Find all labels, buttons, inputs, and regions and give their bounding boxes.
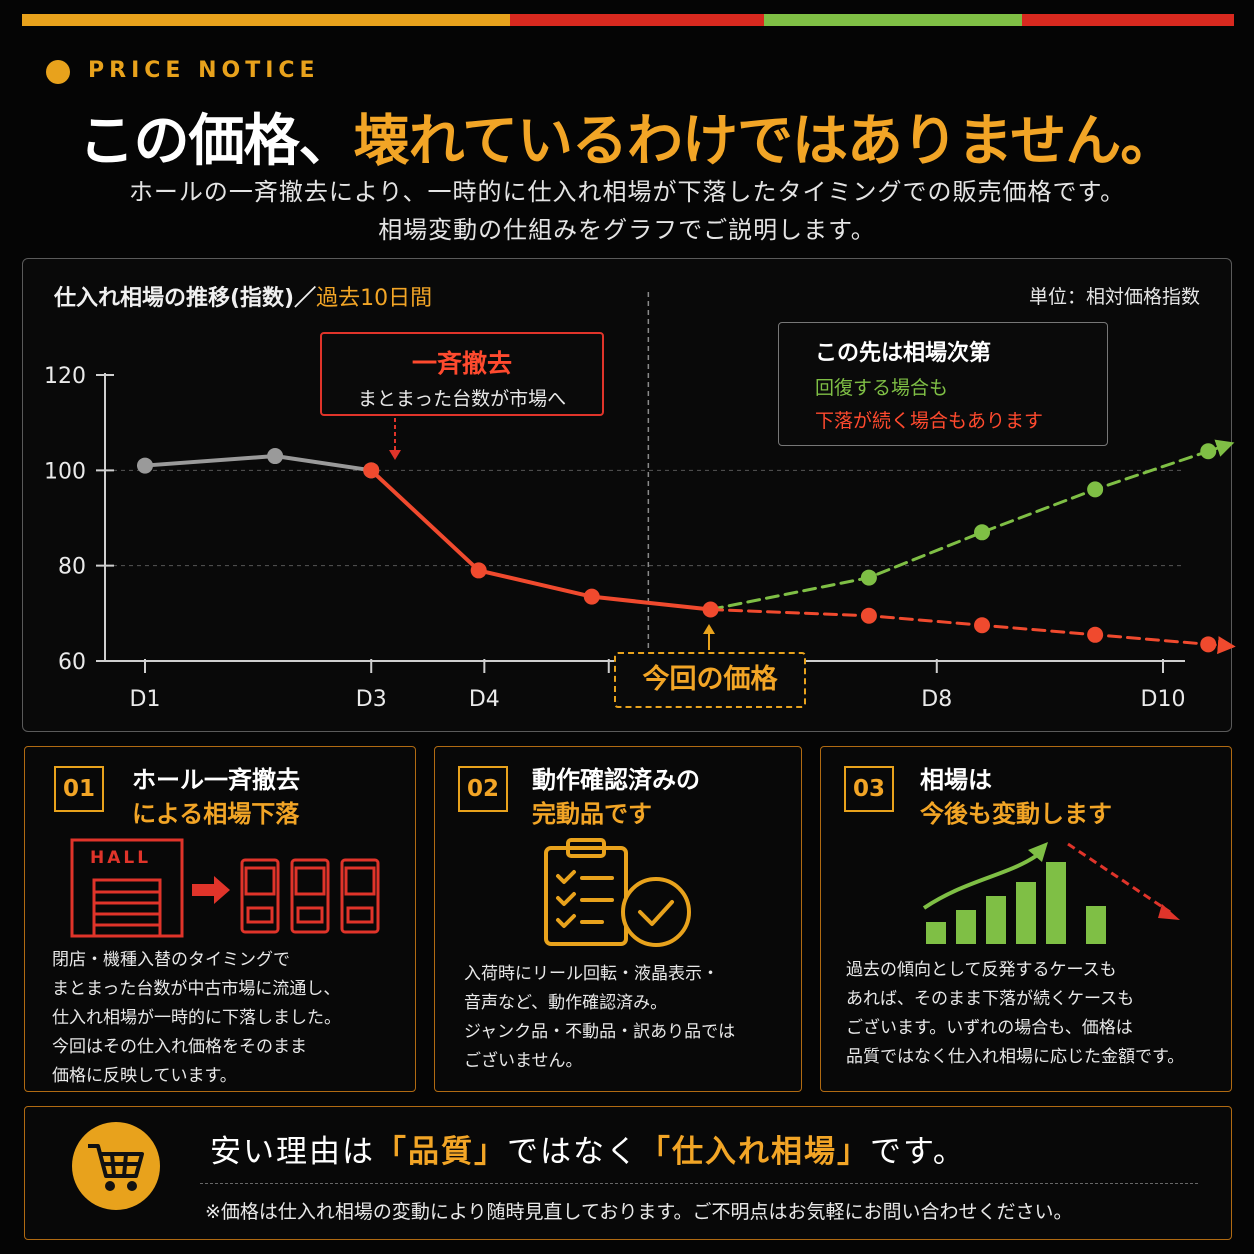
card-02-body: 入荷時にリール回転・液晶表示・ 音声など、動作確認済み。 ジャンク品・不動品・訳… xyxy=(464,960,735,1076)
card-03-body-line: 過去の傾向として反発するケースも xyxy=(846,960,1117,980)
card-03-title-1: 相場は xyxy=(920,766,992,794)
card-02-body-line: ジャンク品・不動品・訳あり品では xyxy=(464,1022,736,1042)
card-03-number: 03 xyxy=(844,766,894,812)
card-02-body-line: 入荷時にリール回転・液晶表示・ xyxy=(464,964,719,984)
card-01-body-line: 仕入れ相場が一時的に下落しました。 xyxy=(52,1008,341,1028)
card-01-body-line: 価格に反映しています。 xyxy=(52,1066,237,1086)
data-point-recovery xyxy=(1087,481,1104,498)
data-point-decline xyxy=(860,607,877,624)
current-price-label: 今回の価格 xyxy=(614,652,806,708)
hall-to-machines-icon xyxy=(70,838,380,938)
subheadline-2: 相場変動の仕組みをグラフでご説明します。 xyxy=(378,216,876,244)
bottom-message: 安い理由は「品質」ではなく「仕入れ相場」です。 xyxy=(210,1126,966,1171)
series-line-drop xyxy=(369,468,713,612)
hall-icon-label: HALL xyxy=(90,848,152,868)
subheadline-1: ホールの一斉撤去により、一時的に仕入れ相場が下落したタイミングでの販売価格です。 xyxy=(128,178,1126,206)
card-03-body-line: あれば、そのまま下落が続くケースも xyxy=(846,989,1135,1009)
bottom-note: ※価格は仕入れ相場の変動により随時見直しております。ご不明点はお気軽にお問い合わ… xyxy=(205,1201,1073,1223)
data-point-recovery xyxy=(860,569,877,586)
bottom-divider xyxy=(200,1183,1198,1184)
chart-title: 仕入れ相場の推移(指数)／過去10日間 xyxy=(54,280,432,312)
bottom-pre: 安い理由は xyxy=(210,1134,375,1170)
card-01-body: 閉店・機種入替のタイミングで まとまった台数が中古市場に流通し、 仕入れ相場が一… xyxy=(52,946,341,1091)
data-point-decline xyxy=(974,617,991,634)
x-tick-label: D10 xyxy=(1141,687,1186,712)
card-02-body-line: ございません。 xyxy=(464,1051,583,1071)
data-point-past xyxy=(137,457,153,474)
chart-unit: 単位：相対価格指数 xyxy=(1028,286,1200,308)
notice-dot xyxy=(46,60,70,84)
card-01 xyxy=(24,746,416,1092)
bottom-mid: ではなく xyxy=(507,1134,639,1170)
market-fluctuation-icon xyxy=(922,842,1180,944)
current-pointer-head xyxy=(703,624,715,634)
y-tick-label: 60 xyxy=(58,650,86,675)
data-point-drop xyxy=(702,601,719,618)
notice-label: PRICE NOTICE xyxy=(88,58,320,83)
series-line-recovery xyxy=(709,439,1235,612)
data-point-recovery xyxy=(974,524,991,541)
headline: この価格、壊れているわけではありません。 xyxy=(20,96,1234,177)
card-02-body-line: 音声など、動作確認済み。 xyxy=(464,993,668,1013)
headline-orange: 壊れているわけではありません。 xyxy=(353,109,1177,174)
x-tick-label: D3 xyxy=(356,687,387,712)
removal-callout: 一斉撤去 まとまった台数が市場へ xyxy=(320,332,604,416)
y-tick-label: 100 xyxy=(44,459,86,484)
bottom-market: 「仕入れ相場」 xyxy=(639,1134,870,1170)
clipboard-check-icon xyxy=(544,838,691,947)
data-point-drop xyxy=(583,588,600,605)
removal-callout-text: まとまった台数が市場へ xyxy=(357,388,567,410)
bottom-quality: 「品質」 xyxy=(375,1134,507,1170)
future-callout-down: 下落が続く場合もあります xyxy=(815,410,1044,432)
shopping-cart-icon xyxy=(88,1144,144,1191)
data-point-drop xyxy=(363,462,380,479)
card-01-body-line: 閉店・機種入替のタイミングで xyxy=(52,950,290,970)
card-02-title-1: 動作確認済みの xyxy=(532,766,700,794)
x-tick-label: D8 xyxy=(921,687,952,712)
data-point-drop xyxy=(470,562,487,579)
card-01-title-1: ホール一斉撤去 xyxy=(132,766,300,794)
card-01-body-line: 今回はその仕入れ価格をそのまま xyxy=(52,1037,307,1057)
data-point-decline xyxy=(1087,626,1104,643)
data-point-past xyxy=(267,448,284,465)
card-02-title-2: 完動品です xyxy=(532,800,652,828)
card-02 xyxy=(434,746,802,1092)
removal-pointer-head xyxy=(389,450,401,460)
card-01-number: 01 xyxy=(54,766,104,812)
series-line-past xyxy=(143,454,374,473)
series-line-decline xyxy=(709,608,1236,655)
bottom-banner xyxy=(24,1106,1232,1240)
y-tick-label: 120 xyxy=(44,364,86,389)
data-point-decline xyxy=(1200,636,1217,653)
x-tick-label: D1 xyxy=(130,687,161,712)
card-03-body-line: ございます。いずれの場合も、価格は xyxy=(846,1018,1133,1038)
card-02-number: 02 xyxy=(458,766,508,812)
removal-callout-title: 一斉撤去 xyxy=(411,349,512,378)
y-tick-label: 80 xyxy=(58,555,86,580)
card-03-body-line: 品質ではなく仕入れ相場に応じた金額です。 xyxy=(846,1047,1185,1067)
future-callout-up: 回復する場合も xyxy=(815,377,949,399)
data-point-recovery xyxy=(1200,443,1217,460)
top-color-strip xyxy=(22,14,1234,26)
x-tick-label: D4 xyxy=(469,687,500,712)
bottom-post: です。 xyxy=(870,1134,966,1170)
chart-title-main: 仕入れ相場の推移(指数)／ xyxy=(54,286,317,311)
headline-white: この価格、 xyxy=(78,109,355,174)
future-callout-title: この先は相場次第 xyxy=(815,341,992,366)
card-01-title-2: による相場下落 xyxy=(132,800,300,828)
card-03-title-2: 今後も変動します xyxy=(920,800,1112,828)
future-callout: この先は相場次第 回復する場合も 下落が続く場合もあります xyxy=(778,322,1108,446)
card-01-body-line: まとまった台数が中古市場に流通し、 xyxy=(52,979,341,999)
card-03-body: 過去の傾向として反発するケースも あれば、そのまま下落が続くケースも ございます… xyxy=(846,956,1184,1072)
chart-title-range: 過去10日間 xyxy=(316,286,433,311)
